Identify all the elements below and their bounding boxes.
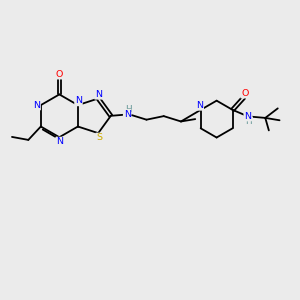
Text: N: N bbox=[244, 112, 251, 121]
Text: N: N bbox=[33, 100, 40, 109]
Text: N: N bbox=[124, 110, 131, 118]
Text: H: H bbox=[246, 117, 252, 126]
Text: N: N bbox=[75, 97, 82, 106]
Text: O: O bbox=[56, 70, 63, 79]
Text: N: N bbox=[196, 101, 203, 110]
Text: N: N bbox=[56, 137, 63, 146]
Text: O: O bbox=[241, 89, 248, 98]
Text: H: H bbox=[125, 105, 131, 114]
Text: N: N bbox=[95, 90, 102, 99]
Text: S: S bbox=[96, 134, 102, 142]
